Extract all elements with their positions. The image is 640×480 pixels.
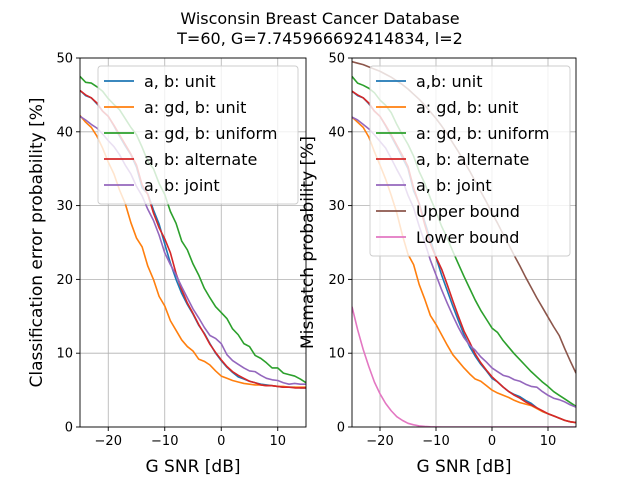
y-tick-label: 10 (328, 347, 345, 362)
y-tick-label: 10 (56, 347, 73, 362)
legend-box (369, 65, 571, 257)
y-tick-label: 30 (56, 199, 73, 214)
legend-label: a: gd, b: unit (416, 98, 518, 117)
figure-title-line2: T=60, G=7.745966692414834, l=2 (176, 29, 463, 48)
x-tick-label: −20 (95, 434, 122, 449)
x-tick-label: 10 (269, 434, 286, 449)
legend-box (97, 65, 299, 205)
axes-frame (351, 57, 577, 428)
legend-label: a, b: joint (416, 176, 492, 195)
x-axis-label: G SNR [dB] (416, 457, 511, 477)
x-tick-label: 10 (540, 434, 557, 449)
y-tick-label: 20 (56, 273, 73, 288)
legend-label: Upper bound (416, 202, 520, 221)
axes-frame (79, 57, 307, 428)
y-tick-label: 20 (328, 273, 345, 288)
legend: a, b: unit a: gd, b: unit a: gd, b: unifor… (97, 65, 299, 205)
legend-label: a, b: unit (144, 72, 216, 91)
x-tick-label: −10 (422, 434, 449, 449)
x-tick-label: −10 (151, 434, 178, 449)
figure-title-line1: Wisconsin Breast Cancer Database (180, 9, 459, 28)
legend-label: Lower bound (416, 228, 519, 247)
legend: a,b: unit a: gd, b: unit a: gd, b: uniform… (369, 65, 571, 257)
y-tick-label: 40 (56, 125, 73, 140)
y-tick-label: 0 (337, 421, 345, 436)
legend-label: a, b: joint (144, 176, 220, 195)
x-tick-label: −20 (366, 434, 393, 449)
x-axis-label: G SNR [dB] (145, 457, 240, 477)
legend-label: a, b: alternate (416, 150, 529, 169)
x-tick-label: 0 (217, 434, 225, 449)
series-line (352, 306, 576, 427)
y-tick-label: 30 (328, 199, 345, 214)
legend-label: a,b: unit (416, 72, 483, 91)
legend-label: a: gd, b: unit (144, 98, 246, 117)
right-chart-panel: −20 −10 0 10 0 10 20 30 40 50 G SNR [dB] Mismatch p… (298, 52, 577, 477)
y-tick-label: 40 (328, 125, 345, 140)
left-chart-panel: −20 −10 0 10 0 10 20 30 40 50 G SNR [dB] Classifica… (27, 52, 307, 477)
x-tick-label: 0 (488, 434, 496, 449)
y-tick-label: 50 (328, 52, 345, 67)
y-tick-label: 50 (56, 52, 73, 67)
legend-label: a: gd, b: uniform (416, 124, 549, 143)
y-axis-label: Mismatch probability [%] (298, 136, 318, 349)
y-tick-label: 0 (65, 421, 73, 436)
y-axis-label: Classification error probability [%] (27, 98, 47, 388)
legend-label: a: gd, b: uniform (144, 124, 277, 143)
legend-label: a, b: alternate (144, 150, 257, 169)
